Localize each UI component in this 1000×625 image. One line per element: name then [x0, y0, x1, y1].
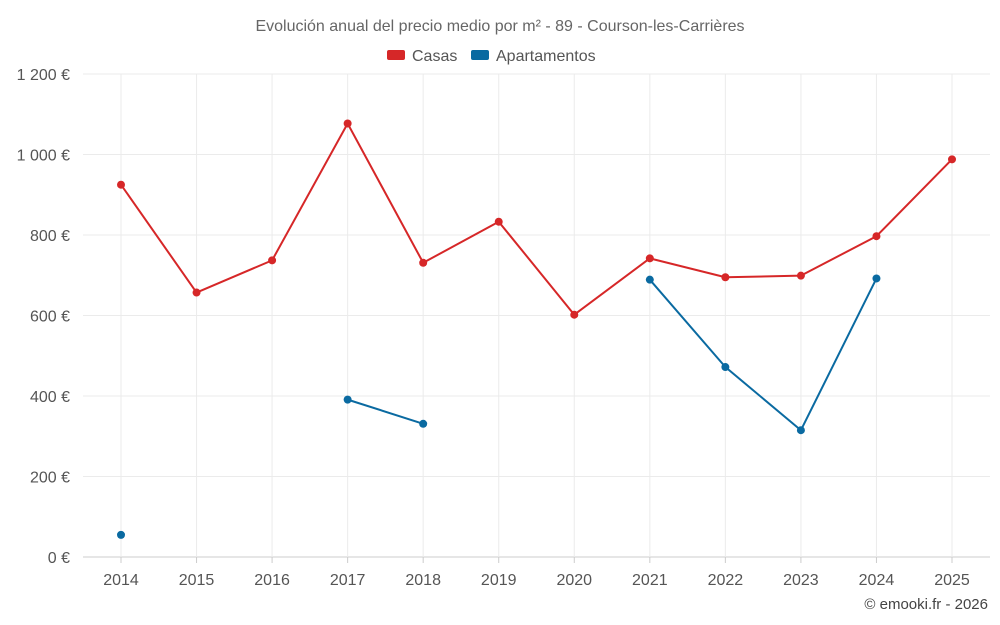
- credit-text: © emooki.fr - 2026: [864, 596, 988, 613]
- data-point-apartamentos[interactable]: [721, 363, 730, 372]
- x-tick-label: 2023: [783, 572, 819, 589]
- data-point-casas[interactable]: [721, 273, 730, 282]
- y-tick-label: 1 200 €: [17, 67, 70, 84]
- series-line-casas: [120, 122, 953, 316]
- grid: [83, 73, 990, 558]
- data-point-casas[interactable]: [645, 254, 654, 263]
- data-point-casas[interactable]: [268, 256, 277, 265]
- y-tick-label: 800 €: [30, 228, 70, 245]
- y-tick-label: 200 €: [30, 470, 70, 487]
- data-point-casas[interactable]: [192, 288, 201, 297]
- legend-label-casas[interactable]: Casas: [412, 48, 457, 65]
- data-point-apartamentos[interactable]: [872, 274, 881, 283]
- chart-title: Evolución anual del precio medio por m² …: [255, 18, 744, 35]
- data-point-casas[interactable]: [343, 119, 352, 128]
- x-tick-label: 2021: [632, 572, 668, 589]
- data-point-casas[interactable]: [570, 310, 579, 319]
- x-tick-label: 2022: [708, 572, 744, 589]
- data-point-casas[interactable]: [948, 155, 956, 164]
- series-line-apartamentos: [649, 278, 878, 432]
- x-tick-label: 2018: [405, 572, 441, 589]
- y-axis-ticks: 0 € 200 € 400 € 600 € 800 € 1 000 € 1 200 €: [17, 67, 70, 567]
- legend: Casas Apartamentos: [387, 48, 596, 65]
- legend-swatch-apartamentos: [471, 50, 489, 60]
- y-tick-label: 1 000 €: [17, 148, 70, 165]
- data-point-casas[interactable]: [419, 258, 428, 267]
- x-tick-label: 2020: [556, 572, 592, 589]
- data-point-casas[interactable]: [117, 180, 125, 189]
- series-line-apartamentos: [347, 398, 424, 425]
- x-tick-label: 2016: [254, 572, 290, 589]
- x-tick-label: 2024: [859, 572, 895, 589]
- series-casas: [117, 119, 956, 319]
- data-point-apartamentos[interactable]: [645, 275, 654, 284]
- legend-label-apartamentos[interactable]: Apartamentos: [496, 48, 596, 65]
- y-tick-label: 400 €: [30, 389, 70, 406]
- data-point-apartamentos[interactable]: [796, 426, 805, 435]
- x-tick-label: 2017: [330, 572, 366, 589]
- data-point-casas[interactable]: [796, 271, 805, 280]
- data-point-casas[interactable]: [872, 232, 881, 241]
- x-tick-label: 2019: [481, 572, 517, 589]
- legend-swatch-casas: [387, 50, 405, 60]
- y-tick-label: 0 €: [48, 550, 70, 567]
- y-tick-label: 600 €: [30, 309, 70, 326]
- data-point-casas[interactable]: [494, 217, 503, 226]
- data-point-apartamentos[interactable]: [343, 395, 352, 404]
- series-apartamentos: [117, 274, 881, 539]
- x-tick-label: 2025: [934, 572, 970, 589]
- x-tick-label: 2014: [103, 572, 139, 589]
- series: [117, 119, 956, 539]
- data-point-apartamentos[interactable]: [117, 530, 125, 539]
- data-point-apartamentos[interactable]: [419, 419, 428, 428]
- x-axis-ticks: 2014 2015 2016 2017 2018 2019 2020 2021 2022 2023…: [103, 557, 970, 589]
- x-tick-label: 2015: [179, 572, 215, 589]
